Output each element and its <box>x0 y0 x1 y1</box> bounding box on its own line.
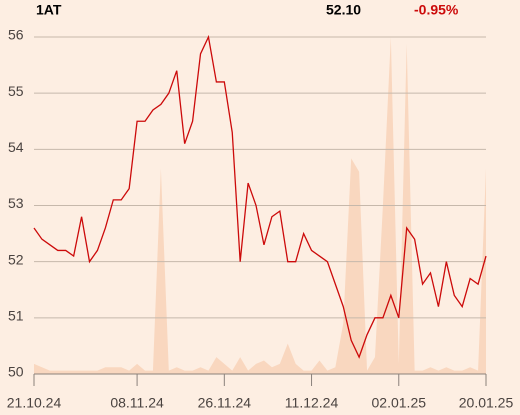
x-tick-label: 21.10.24 <box>7 395 62 411</box>
y-tick-label: 51 <box>8 308 24 324</box>
y-tick-label: 52 <box>8 251 24 267</box>
price: 52.10 <box>326 2 361 18</box>
x-tick-label: 20.01.25 <box>459 395 514 411</box>
y-tick-label: 53 <box>8 195 24 211</box>
x-tick-label: 02.01.25 <box>372 395 427 411</box>
x-tick-label: 11.12.24 <box>285 395 339 411</box>
y-tick-label: 54 <box>8 139 24 155</box>
y-tick-label: 50 <box>8 364 24 380</box>
price-line <box>33 34 487 359</box>
change: -0.95% <box>414 2 459 18</box>
y-tick-label: 56 <box>8 27 24 43</box>
symbol: 1AT <box>36 2 62 18</box>
x-tick-label: 08.11.24 <box>110 395 164 411</box>
y-tick-label: 55 <box>8 83 24 99</box>
x-tick-label: 26.11.24 <box>198 395 252 411</box>
